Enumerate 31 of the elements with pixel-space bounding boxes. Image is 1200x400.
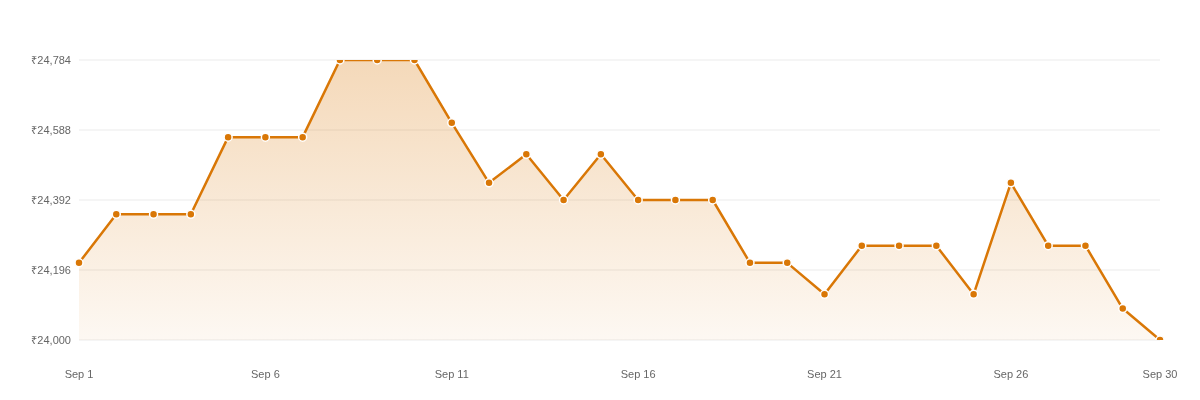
point (297, 132, 308, 142)
point (447, 118, 457, 128)
point (484, 178, 494, 188)
x-tick-label: Sep 26 (993, 367, 1029, 380)
y-tick-label: ₹24,784 (31, 53, 71, 66)
y-tick-label: ₹24,000 (31, 333, 71, 346)
point (596, 149, 606, 160)
point (111, 209, 122, 220)
point (745, 258, 755, 268)
x-tick-label: Sep 30 (1142, 367, 1178, 380)
y-tick-label: ₹24,196 (31, 263, 71, 276)
point (782, 258, 792, 268)
point (558, 195, 569, 205)
y-tick-label: ₹24,588 (31, 123, 71, 136)
point (819, 289, 830, 300)
point (1043, 240, 1053, 251)
point (1117, 303, 1128, 314)
point (186, 209, 196, 220)
point (670, 195, 681, 205)
point (633, 195, 643, 205)
point (1006, 178, 1016, 188)
x-tick-label: Sep 16 (620, 367, 656, 380)
y-tick-label: ₹24,392 (31, 193, 71, 206)
x-tick-label: Sep 11 (434, 367, 469, 380)
point (74, 258, 84, 268)
point (707, 195, 718, 205)
x-tick-label: Sep 1 (64, 367, 94, 380)
point (968, 289, 979, 300)
point (521, 149, 532, 160)
x-tick-label: Sep 21 (807, 367, 842, 380)
x-tick-label: Sep 6 (251, 367, 280, 380)
